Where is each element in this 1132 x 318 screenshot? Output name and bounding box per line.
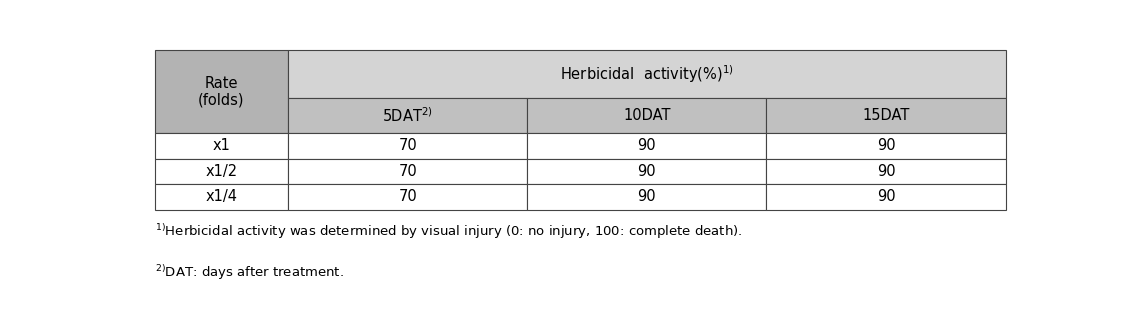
Text: x1: x1 <box>213 138 230 153</box>
Text: 90: 90 <box>637 164 657 179</box>
Bar <box>766 184 1005 210</box>
Bar <box>155 50 288 133</box>
Text: 70: 70 <box>398 138 417 153</box>
Text: 90: 90 <box>876 138 895 153</box>
Text: 15DAT: 15DAT <box>863 108 910 123</box>
Bar <box>288 98 528 133</box>
Bar <box>288 184 528 210</box>
Text: 5DAT$^{2)}$: 5DAT$^{2)}$ <box>383 106 434 125</box>
Text: x1/2: x1/2 <box>205 164 238 179</box>
Text: Herbicidal  activity(%)$^{1)}$: Herbicidal activity(%)$^{1)}$ <box>560 63 734 85</box>
Text: $^{1)}$Herbicidal activity was determined by visual injury (0: no injury, 100: c: $^{1)}$Herbicidal activity was determine… <box>155 222 741 241</box>
Text: 90: 90 <box>637 138 657 153</box>
Text: 10DAT: 10DAT <box>623 108 670 123</box>
Bar <box>766 98 1005 133</box>
Bar <box>528 98 766 133</box>
Bar <box>155 159 288 184</box>
Text: 90: 90 <box>637 189 657 204</box>
Bar <box>155 184 288 210</box>
Bar <box>528 184 766 210</box>
Text: 90: 90 <box>876 189 895 204</box>
Bar <box>288 133 528 159</box>
Text: Rate
(folds): Rate (folds) <box>198 76 245 108</box>
Text: 70: 70 <box>398 164 417 179</box>
Text: x1/4: x1/4 <box>205 189 238 204</box>
Text: 90: 90 <box>876 164 895 179</box>
Bar <box>528 159 766 184</box>
Text: $^{2)}$DAT: days after treatment.: $^{2)}$DAT: days after treatment. <box>155 263 343 282</box>
Bar <box>528 133 766 159</box>
Bar <box>766 159 1005 184</box>
Bar <box>766 133 1005 159</box>
Bar <box>288 159 528 184</box>
Bar <box>288 50 1005 98</box>
Bar <box>155 133 288 159</box>
Text: 70: 70 <box>398 189 417 204</box>
